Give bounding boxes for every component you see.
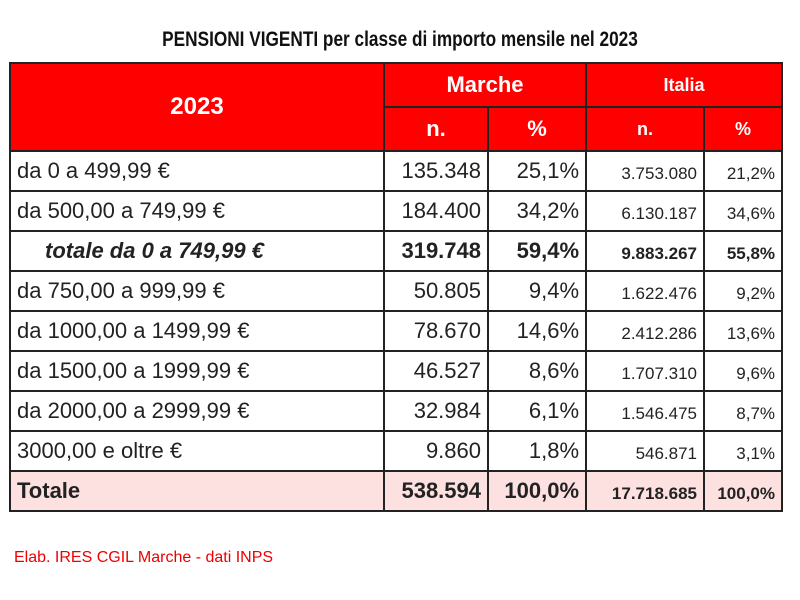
marche-count: 32.984 bbox=[383, 390, 489, 432]
row-label: Totale bbox=[9, 470, 385, 512]
table-row: da 750,00 a 999,99 €50.805 9,4% 1.622.476 9… bbox=[9, 270, 784, 312]
marche-pct-header: % bbox=[486, 106, 588, 152]
italia-percent: 34,6% bbox=[703, 190, 784, 232]
marche-percent: 100,0% bbox=[486, 470, 588, 512]
row-label: da 750,00 a 999,99 € bbox=[9, 270, 385, 312]
table-row: da 1500,00 a 1999,99 €46.527 8,6% 1.707.31… bbox=[9, 350, 784, 392]
italia-percent: 3,1% bbox=[703, 430, 784, 472]
italia-count: 9.883.267 bbox=[585, 230, 706, 272]
source-note: Elab. IRES CGIL Marche - dati INPS bbox=[14, 549, 274, 566]
marche-percent: 14,6% bbox=[486, 310, 588, 352]
italia-percent: 9,6% bbox=[703, 350, 784, 392]
italia-count: 1.546.475 bbox=[585, 390, 706, 432]
table-row: Totale 538.594 100,0% 17.718.685 100,0% bbox=[9, 470, 784, 512]
italia-percent: 55,8% bbox=[703, 230, 784, 272]
italia-count: 17.718.685 bbox=[585, 470, 706, 512]
italia-count: 6.130.187 bbox=[585, 190, 706, 232]
marche-percent: 9,4% bbox=[486, 270, 588, 312]
table-title: PENSIONI VIGENTI per classe di importo m… bbox=[162, 28, 638, 51]
table-row: 3000,00 e oltre €9.860 1,8% 546.871 3,1% bbox=[9, 430, 784, 472]
marche-count: 50.805 bbox=[383, 270, 489, 312]
table-row: totale da 0 a 749,99 €319.748 59,4% 9.883.… bbox=[9, 230, 784, 272]
italia-n-header: n. bbox=[585, 106, 706, 152]
table-row: da 2000,00 a 2999,99 €32.984 6,1% 1.546.47… bbox=[9, 390, 784, 432]
row-label: 3000,00 e oltre € bbox=[9, 430, 385, 472]
italia-pct-header: % bbox=[703, 106, 784, 152]
row-label: da 0 a 499,99 € bbox=[9, 150, 385, 192]
italia-percent: 21,2% bbox=[703, 150, 784, 192]
italia-count: 2.412.286 bbox=[585, 310, 706, 352]
italia-percent: 100,0% bbox=[703, 470, 784, 512]
italia-percent: 13,6% bbox=[703, 310, 784, 352]
marche-count: 319.748 bbox=[383, 230, 489, 272]
row-label: da 1000,00 a 1499,99 € bbox=[9, 310, 385, 352]
marche-count: 184.400 bbox=[383, 190, 489, 232]
marche-percent: 6,1% bbox=[486, 390, 588, 432]
italia-count: 1.707.310 bbox=[585, 350, 706, 392]
marche-count: 46.527 bbox=[383, 350, 489, 392]
marche-count: 9.860 bbox=[383, 430, 489, 472]
marche-percent: 1,8% bbox=[486, 430, 588, 472]
marche-count: 538.594 bbox=[383, 470, 489, 512]
year-header: 2023 bbox=[9, 62, 385, 152]
table-row: da 0 a 499,99 €135.348 25,1% 3.753.080 21,2… bbox=[9, 150, 784, 192]
row-label: totale da 0 a 749,99 € bbox=[9, 230, 385, 272]
row-label: da 500,00 a 749,99 € bbox=[9, 190, 385, 232]
italia-percent: 9,2% bbox=[703, 270, 784, 312]
marche-percent: 8,6% bbox=[486, 350, 588, 392]
marche-count: 78.670 bbox=[383, 310, 489, 352]
marche-percent: 25,1% bbox=[486, 150, 588, 192]
pension-table: 2023 Marche Italia n. % n. % da 0 a 499,… bbox=[9, 62, 784, 512]
italia-percent: 8,7% bbox=[703, 390, 784, 432]
marche-count: 135.348 bbox=[383, 150, 489, 192]
row-label: da 1500,00 a 1999,99 € bbox=[9, 350, 385, 392]
marche-n-header: n. bbox=[383, 106, 489, 152]
italia-count: 546.871 bbox=[585, 430, 706, 472]
row-label: da 2000,00 a 2999,99 € bbox=[9, 390, 385, 432]
marche-percent: 34,2% bbox=[486, 190, 588, 232]
table-row: da 500,00 a 749,99 €184.400 34,2% 6.130.18… bbox=[9, 190, 784, 232]
italia-count: 1.622.476 bbox=[585, 270, 706, 312]
marche-percent: 59,4% bbox=[486, 230, 588, 272]
italia-header: Italia bbox=[585, 62, 784, 108]
table-row: da 1000,00 a 1499,99 €78.670 14,6% 2.412.2… bbox=[9, 310, 784, 352]
marche-header: Marche bbox=[382, 62, 588, 108]
italia-count: 3.753.080 bbox=[585, 150, 706, 192]
